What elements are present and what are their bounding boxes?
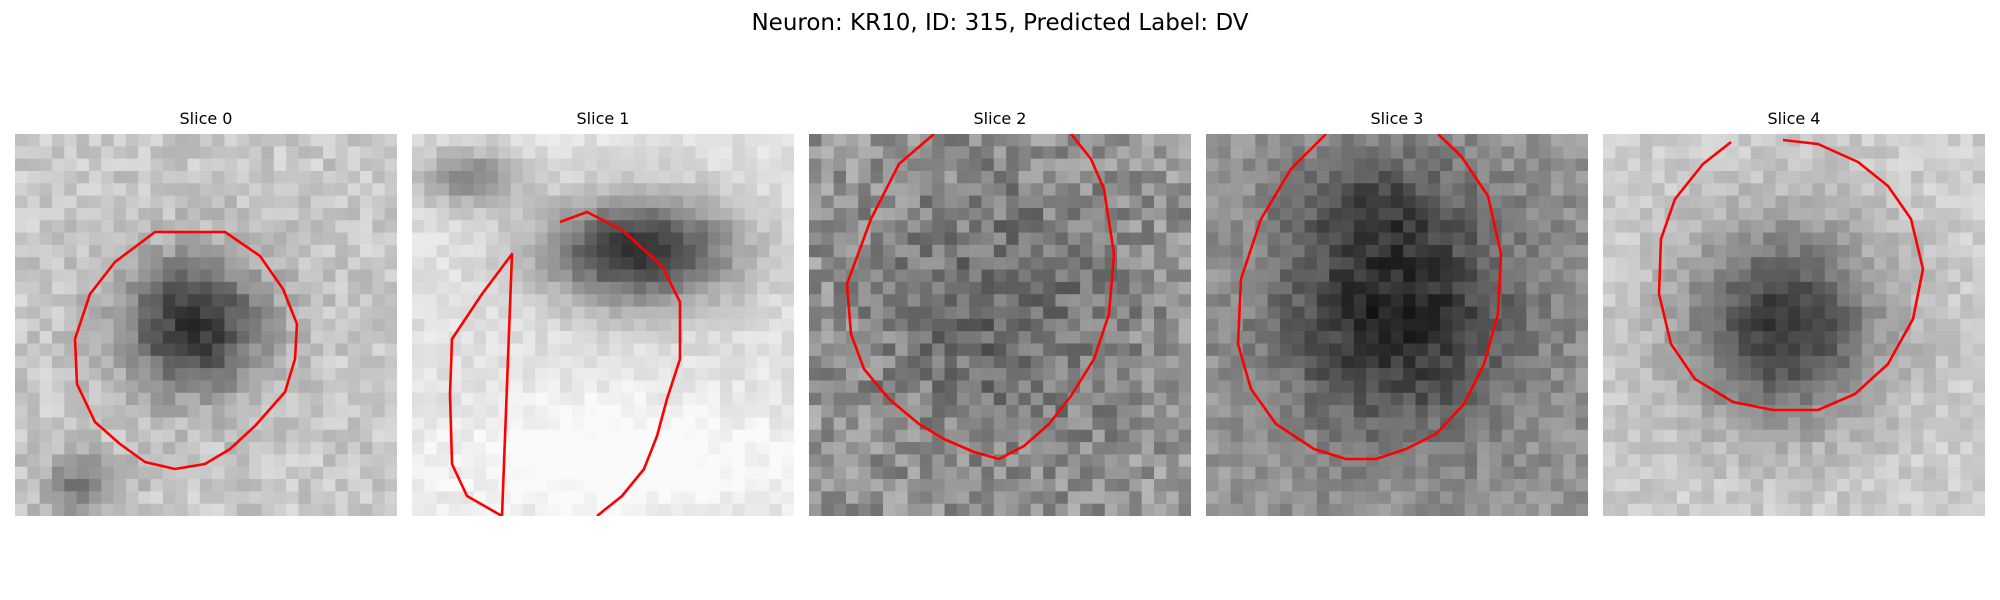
- microscopy-image: [412, 134, 794, 516]
- panel-title: Slice 4: [1767, 109, 1821, 128]
- segmentation-contour: [1657, 138, 1925, 412]
- microscopy-image: [1603, 134, 1985, 516]
- segmentation-contour: [73, 230, 299, 471]
- figure-title: Neuron: KR10, ID: 315, Predicted Label: …: [751, 10, 1249, 36]
- microscopy-image: [15, 134, 397, 516]
- segmentation-contour: [448, 210, 682, 516]
- segmentation-contour: [1236, 134, 1503, 461]
- segmentation-contour: [845, 134, 1116, 461]
- panel-title: Slice 0: [179, 109, 233, 128]
- panel-title: Slice 1: [576, 109, 630, 128]
- panel-title: Slice 2: [973, 109, 1027, 128]
- panel-title: Slice 3: [1370, 109, 1424, 128]
- microscopy-image: [1206, 134, 1588, 516]
- microscopy-image: [809, 134, 1191, 516]
